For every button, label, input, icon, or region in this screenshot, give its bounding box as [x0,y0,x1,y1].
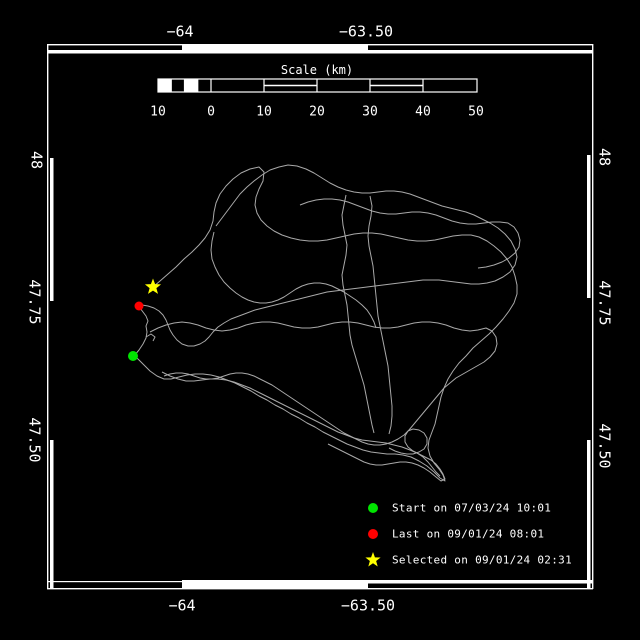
right-axis-label: 48 [595,147,614,167]
right-axis-label: 47.75 [595,280,614,326]
frame-left-inner-seg1 [50,158,54,301]
top-axis-label: −63.50 [338,22,394,41]
scale-tick-label: 40 [415,104,431,120]
frame-left-outer [47,44,49,589]
frame-right-inner-seg1 [587,155,591,298]
frame-bottom-middle-filled [182,580,368,589]
track-polyline[interactable] [138,164,518,347]
track-polyline[interactable] [327,428,446,482]
scale-bar-subblock-fill [158,79,172,92]
frame-left-inner-seg2 [50,440,54,589]
scale-tick-label: 20 [309,104,325,120]
legend-circle-marker [368,529,378,539]
frame-bottom-inner-left [47,581,182,583]
scale-bar-subblock-fill [184,79,198,92]
frame-top-middle-filled [182,44,368,53]
left-axis-label: 47.50 [25,417,44,463]
track-polyline[interactable] [149,321,498,446]
scale-tick-label: 10 [150,104,166,120]
legend-label: Last on 09/01/24 08:01 [392,527,545,541]
track-polyline[interactable] [133,166,518,482]
right-axis-label: 47.50 [595,423,614,469]
scale-tick-label: 50 [468,104,484,120]
track-polyline[interactable] [341,194,375,434]
bottom-axis-label: −64 [168,596,196,615]
left-axis-label: 48 [27,150,46,170]
legend-star-marker [365,552,381,567]
bottom-axis-label: −63.50 [340,596,396,615]
scale-tick-label: 30 [362,104,378,120]
track-polyline[interactable] [161,371,441,477]
legend-circle-marker [368,503,378,513]
start-marker [128,351,138,361]
top-axis-label: −64 [166,22,194,41]
scale-bar-title: Scale (km) [280,63,354,77]
scale-tick-label: 10 [256,104,272,120]
frame-top-outer-left [47,44,182,46]
frame-bottom-inner-right [368,580,593,584]
selected-marker [144,278,162,294]
frame-top-outer-right [368,44,593,46]
track-polyline[interactable] [210,231,377,329]
scale-tick-label: 0 [207,104,215,120]
legend-label: Selected on 09/01/24 02:31 [392,553,572,567]
frame-right-outer [592,44,594,589]
track-polyline[interactable] [367,195,393,435]
legend-label: Start on 07/03/24 10:01 [392,501,552,515]
last-marker [134,301,144,311]
left-axis-label: 47.75 [25,279,44,325]
frame-top-inner-band [47,50,593,54]
track-polyline[interactable] [133,305,149,357]
track-polyline[interactable] [145,333,156,342]
frame-right-inner-seg2 [587,440,591,589]
track-polyline[interactable] [299,198,521,269]
